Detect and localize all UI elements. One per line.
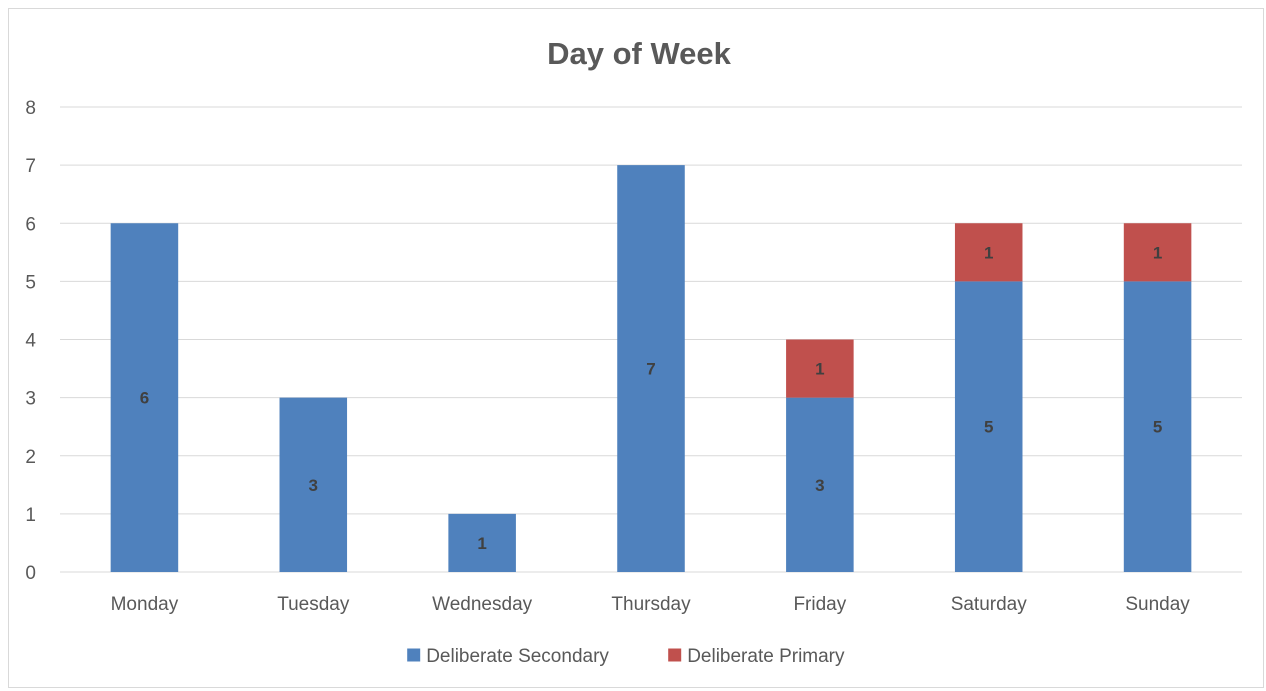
legend-label: Deliberate Secondary (426, 646, 609, 667)
x-tick-label: Tuesday (277, 594, 350, 615)
data-label: 5 (1153, 418, 1162, 437)
data-label: 1 (477, 534, 486, 553)
x-tick-label: Monday (111, 594, 179, 615)
bar-secondary-friday (786, 397, 854, 572)
x-axis-tick-labels: Monday Tuesday Wednesday Thursday Friday Satu… (111, 594, 1191, 615)
y-tick-label: 3 (25, 389, 36, 410)
bar-primary-saturday (954, 223, 1023, 282)
bar-primary-sunday (1123, 223, 1192, 282)
bar-secondary-thursday (617, 165, 685, 572)
y-tick-label: 6 (25, 214, 36, 235)
bar-secondary-monday (110, 223, 179, 572)
bars: 6 3 1 7 3 1 5 1 5 1 (110, 165, 1192, 572)
legend: Deliberate Secondary Deliberate Primary (407, 646, 845, 667)
data-label: 1 (815, 360, 824, 379)
data-label: 7 (646, 360, 655, 379)
data-label: 1 (1153, 243, 1162, 262)
x-tick-label: Saturday (951, 594, 1028, 615)
bar-secondary-wednesday (448, 513, 516, 572)
legend-swatch-secondary (407, 648, 421, 662)
legend-label: Deliberate Primary (687, 646, 845, 667)
y-tick-label: 1 (25, 505, 36, 526)
x-tick-label: Friday (793, 594, 846, 615)
data-label: 3 (309, 476, 318, 495)
y-tick-label: 8 (25, 98, 36, 119)
data-label: 3 (815, 476, 824, 495)
legend-swatch-primary (668, 648, 682, 662)
bar-primary-friday (786, 339, 854, 398)
y-tick-label: 7 (25, 156, 36, 177)
chart-title: Day of Week (547, 36, 732, 71)
data-label: 5 (984, 418, 993, 437)
x-tick-label: Thursday (611, 594, 691, 615)
bar-secondary-saturday (954, 281, 1023, 572)
bar-secondary-sunday (1123, 281, 1192, 572)
y-tick-label: 4 (25, 331, 36, 352)
y-tick-label: 0 (25, 563, 36, 584)
x-tick-label: Sunday (1125, 594, 1190, 615)
y-tick-label: 2 (25, 447, 36, 468)
data-label: 1 (984, 243, 993, 262)
x-tick-label: Wednesday (432, 594, 532, 615)
y-axis-tick-labels: 0 1 2 3 4 5 6 7 8 (25, 98, 36, 584)
data-label: 6 (140, 389, 149, 408)
bar-secondary-tuesday (279, 397, 348, 572)
y-tick-label: 5 (25, 272, 36, 293)
